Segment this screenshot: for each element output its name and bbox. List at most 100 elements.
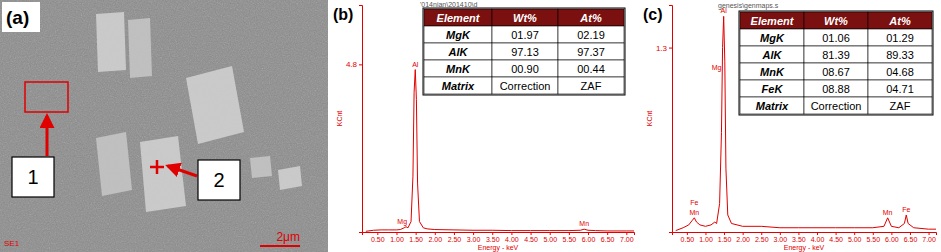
table-text: Matrix <box>442 80 475 92</box>
x-tick-mark <box>511 232 512 235</box>
table-header: Element <box>751 15 795 27</box>
peak-label: Fe <box>690 199 698 206</box>
table-text: 08.67 <box>822 66 850 78</box>
x-tick: 6.50 <box>904 232 918 243</box>
x-tick-label: 1.50 <box>409 236 423 243</box>
panel-label: (a) <box>6 7 29 28</box>
table-text: 81.39 <box>822 49 850 61</box>
table-text: 01.97 <box>511 29 539 41</box>
table-cell <box>424 60 492 77</box>
table-cell <box>804 29 868 46</box>
x-tick-mark <box>687 232 688 235</box>
x-tick-mark <box>396 232 397 235</box>
arrow <box>168 166 197 176</box>
crystal <box>186 66 244 144</box>
table-cell <box>492 9 558 26</box>
panel-a: 12(a)SE12μm <box>0 0 328 252</box>
table-cell <box>868 63 932 80</box>
crystal <box>128 18 152 78</box>
x-tick: 1.00 <box>699 232 713 243</box>
sem-background <box>0 0 328 252</box>
y-axis-line <box>359 6 363 233</box>
x-tick: 2.50 <box>448 232 462 243</box>
table-text: 01.06 <box>822 32 850 44</box>
x-tick: 4.50 <box>524 232 538 243</box>
scale-bar-label: 2μm <box>276 230 300 244</box>
table-header: Wt% <box>824 15 848 27</box>
x-tick-mark <box>473 232 474 235</box>
y-tick: 1.3 <box>656 44 672 53</box>
region-box <box>25 82 68 112</box>
x-tick-label: 5.00 <box>543 236 557 243</box>
table-text: AlK <box>762 49 783 61</box>
callout-label: 1 <box>27 166 38 188</box>
x-tick-label: 0.50 <box>371 236 385 243</box>
table-text: AlK <box>448 46 469 58</box>
table-text: MnK <box>446 63 471 75</box>
table-cell <box>740 80 804 97</box>
x-axis-title: Energy - keV <box>784 244 825 252</box>
composition-table: ElementWt%At%MgK01.9702.19AlK97.1397.37M… <box>423 8 625 95</box>
crystal <box>250 156 272 178</box>
y-tick-mark <box>669 48 672 49</box>
x-tick: 6.50 <box>601 232 615 243</box>
x-tick-label: 7.00 <box>922 236 936 243</box>
table-cell <box>740 46 804 63</box>
table-text: 02.19 <box>577 29 605 41</box>
table-text: 97.13 <box>511 46 539 58</box>
y-axis: 4.8 <box>346 6 363 233</box>
x-tick: 3.00 <box>774 232 788 243</box>
table-text: 04.68 <box>886 66 914 78</box>
table-text: Correction <box>500 80 551 92</box>
table-text: FeK <box>762 83 784 95</box>
x-tick-label: 1.50 <box>718 236 732 243</box>
table-text: MnK <box>760 66 785 78</box>
x-tick-label: 5.50 <box>563 236 577 243</box>
x-tick: 6.00 <box>885 232 899 243</box>
x-axis: 0.501.001.502.002.503.003.504.004.505.00… <box>673 232 937 243</box>
table-cell <box>804 46 868 63</box>
figure: 12(a)SE12μm0.501.001.502.002.503.003.504… <box>0 0 941 252</box>
table-text: 00.90 <box>511 63 539 75</box>
peak-label: Mn <box>579 220 589 227</box>
x-tick: 2.00 <box>428 232 442 243</box>
x-tick-mark <box>910 232 911 235</box>
table-header: At% <box>579 12 602 24</box>
x-tick-label: 7.00 <box>620 236 634 243</box>
scale-bar <box>260 245 300 247</box>
file-path: '014nian\201410\d <box>420 1 477 8</box>
file-path: genesis\genmaps.s <box>718 2 779 10</box>
x-tick-mark <box>891 232 892 235</box>
x-tick-mark <box>626 232 627 235</box>
x-tick-label: 4.50 <box>524 236 538 243</box>
table-header: At% <box>888 15 911 27</box>
table-cell <box>424 77 492 94</box>
table-cell <box>740 29 804 46</box>
table-text: MgK <box>760 32 785 44</box>
table-cell <box>740 97 804 114</box>
table-cell <box>804 80 868 97</box>
x-tick-mark <box>798 232 799 235</box>
x-tick-label: 6.00 <box>582 236 596 243</box>
x-tick-label: 2.00 <box>428 236 442 243</box>
peak-label: Mn <box>883 209 893 216</box>
table-cell <box>492 60 558 77</box>
table-cell <box>868 12 932 29</box>
x-tick: 1.50 <box>718 232 732 243</box>
table-header: Wt% <box>513 12 537 24</box>
x-tick-label: 4.00 <box>811 236 825 243</box>
x-tick-label: 5.00 <box>848 236 862 243</box>
x-tick-label: 6.00 <box>885 236 899 243</box>
x-tick-mark <box>854 232 855 235</box>
x-tick: 7.00 <box>922 232 936 243</box>
table-cell <box>740 63 804 80</box>
x-tick: 0.50 <box>681 232 695 243</box>
peak-label: Al <box>412 61 419 68</box>
table-cell <box>868 97 932 114</box>
table-cell <box>804 63 868 80</box>
x-tick-mark <box>836 232 837 235</box>
detector-label: SE1 <box>4 239 20 248</box>
table-cell <box>868 29 932 46</box>
table-cell <box>492 43 558 60</box>
table-cell <box>804 97 868 114</box>
